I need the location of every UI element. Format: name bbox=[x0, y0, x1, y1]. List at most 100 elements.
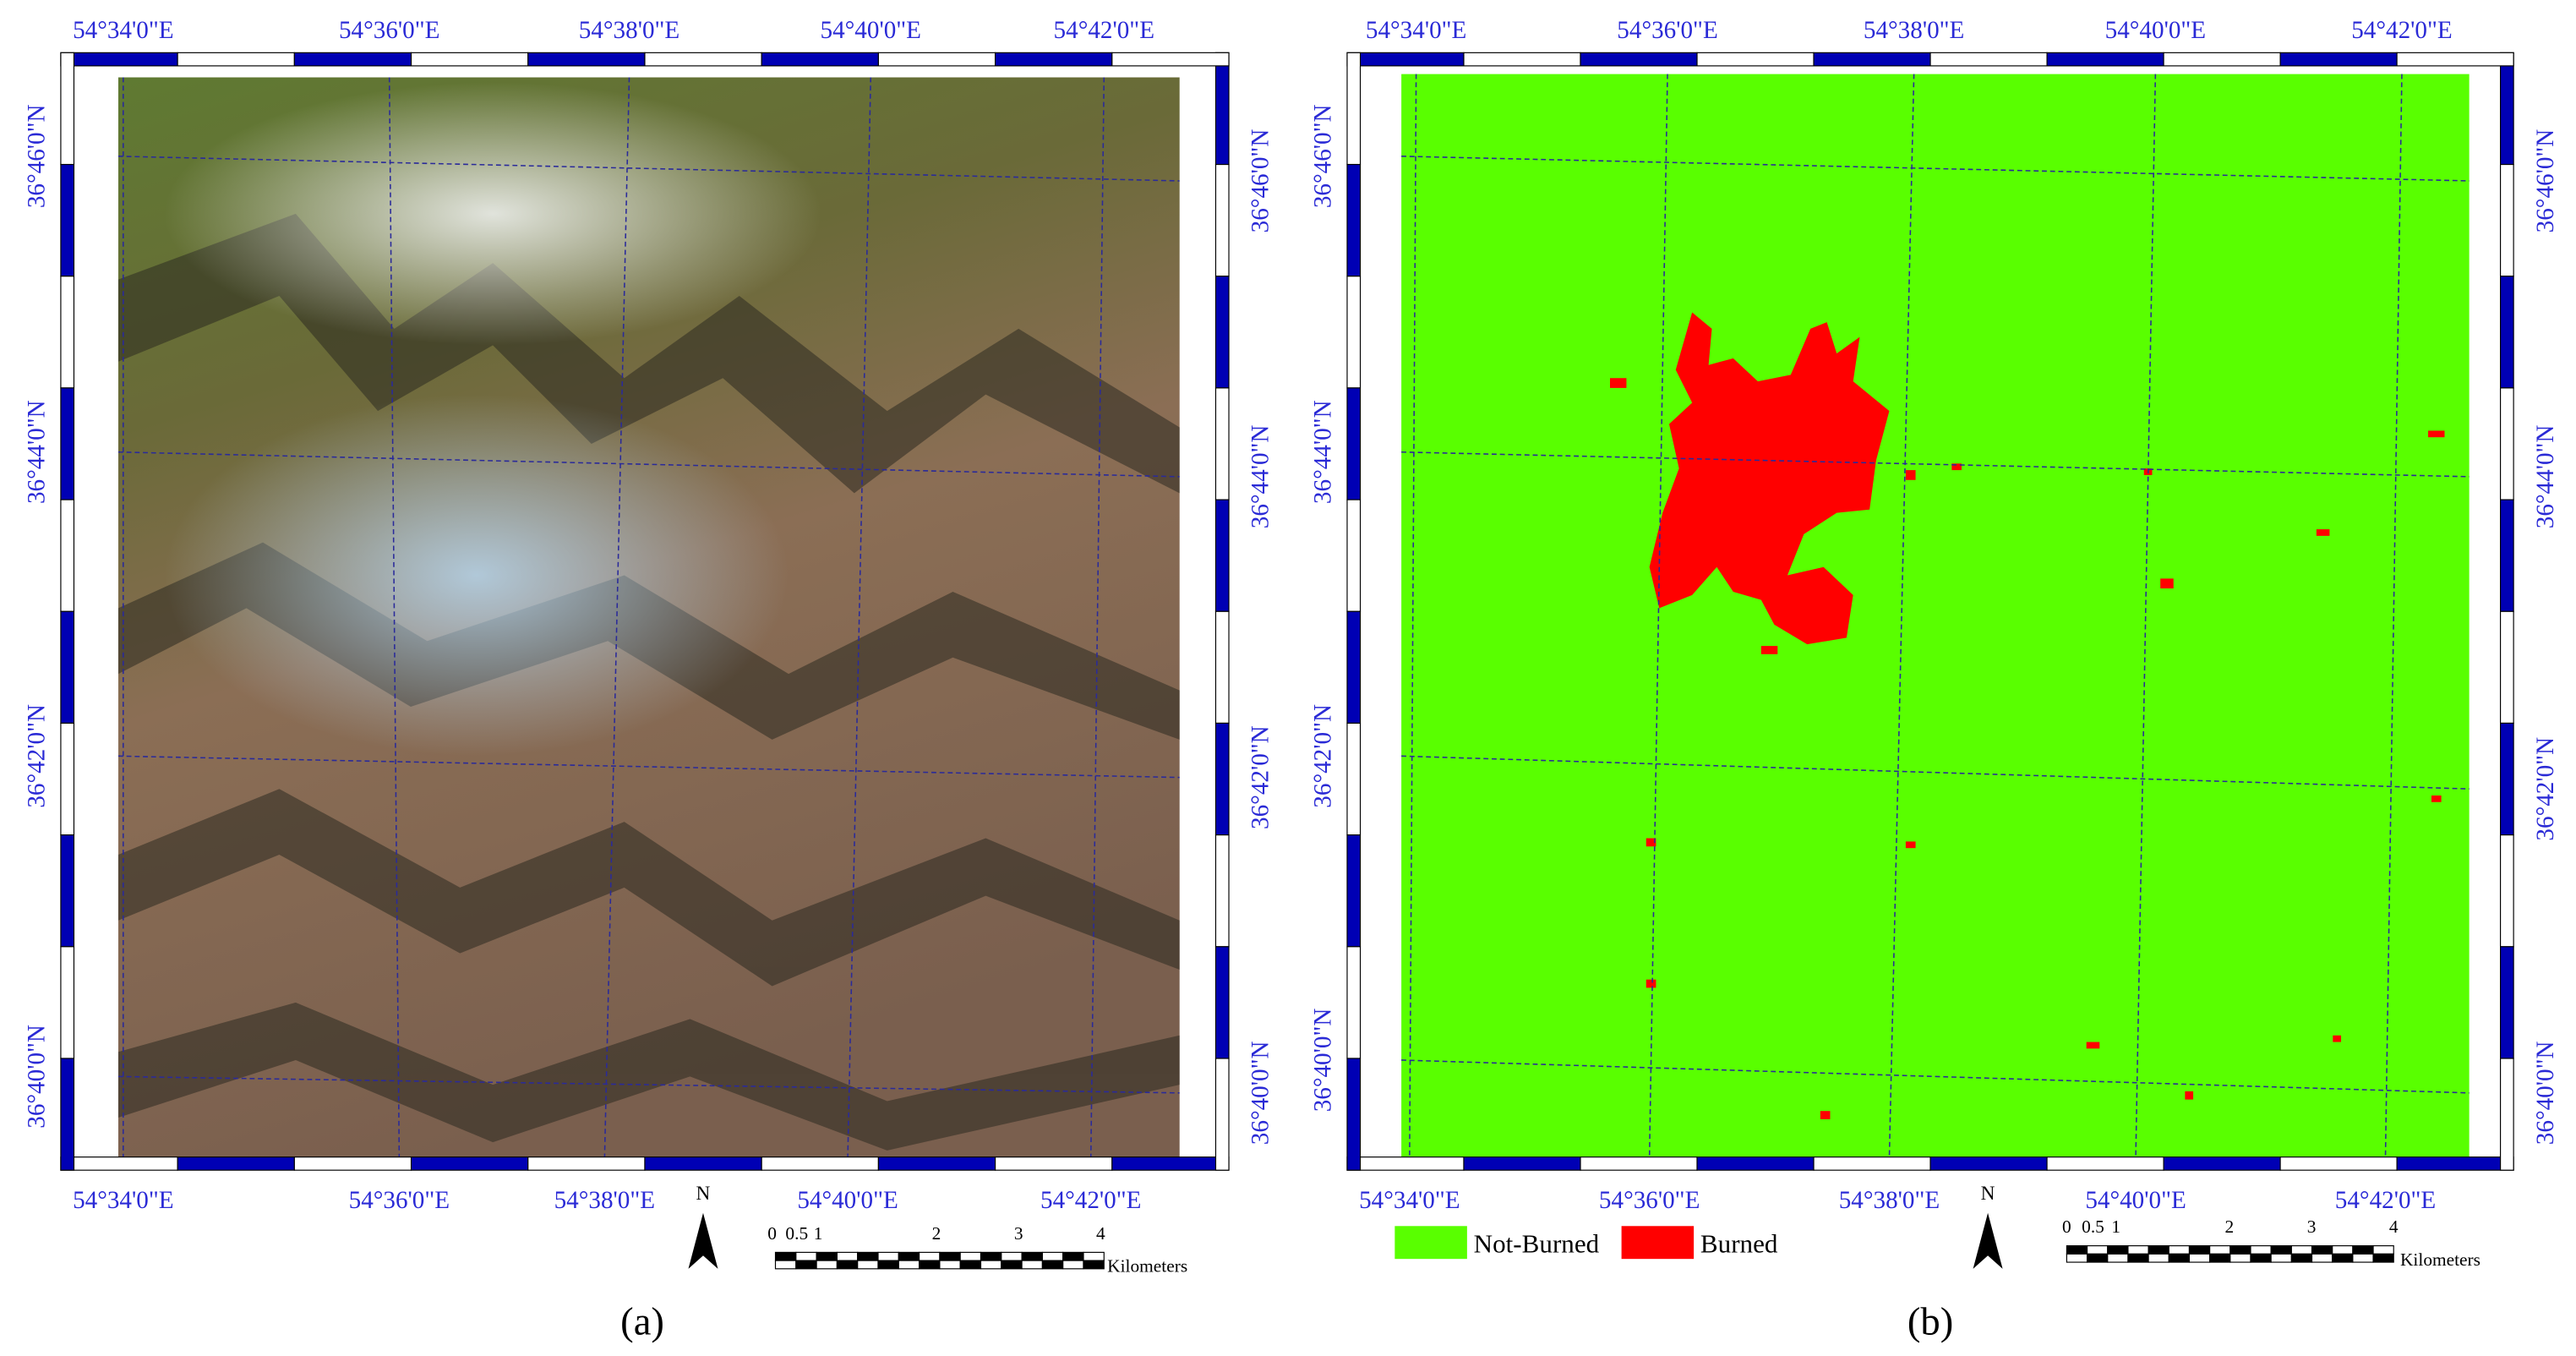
scale-bar-segment bbox=[2148, 1245, 2169, 1255]
scale-label: 0 bbox=[767, 1223, 777, 1244]
north-label: N bbox=[1981, 1183, 1995, 1205]
neatline-segment bbox=[1813, 1156, 1931, 1171]
latitude-label: 36°44'0"N bbox=[2532, 425, 2559, 529]
parallel bbox=[1401, 755, 2470, 790]
neatline-segment bbox=[60, 499, 75, 612]
parallel bbox=[1401, 1059, 2470, 1094]
scale-bar-segment bbox=[919, 1260, 941, 1270]
scale-label: 2 bbox=[932, 1223, 941, 1244]
scale-bar-segment bbox=[1001, 1251, 1023, 1261]
panel-caption: (a) bbox=[620, 1300, 664, 1344]
scale-bar-segment bbox=[959, 1251, 982, 1261]
neatline-segment bbox=[1580, 1156, 1698, 1171]
meridian bbox=[1409, 74, 1417, 1159]
scale-bar-segment bbox=[1083, 1260, 1105, 1270]
neatline-segment bbox=[2499, 834, 2514, 948]
scale-bar-segment bbox=[2372, 1245, 2394, 1255]
neatline-segment bbox=[1214, 722, 1230, 836]
neatline-segment bbox=[1346, 1058, 1362, 1171]
neatline-segment bbox=[877, 1156, 996, 1171]
longitude-label: 54°34'0"E bbox=[73, 1187, 173, 1214]
neatline-segment bbox=[2499, 946, 2514, 1059]
neatline-segment bbox=[644, 1156, 762, 1171]
neatline-segment bbox=[877, 52, 996, 67]
neatline-segment bbox=[1214, 1058, 1230, 1171]
scale-bar-segment bbox=[2127, 1245, 2149, 1255]
latitude-label: 36°46'0"N bbox=[23, 104, 50, 208]
neatline-segment bbox=[177, 1156, 295, 1171]
neatline-segment bbox=[1346, 722, 1362, 836]
neatline-segment bbox=[60, 276, 75, 389]
latitude-label: 36°42'0"N bbox=[23, 704, 50, 808]
scale-bar-segment bbox=[857, 1260, 879, 1270]
legend-label: Not-Burned bbox=[1474, 1228, 1600, 1258]
neatline-segment bbox=[2163, 1156, 2281, 1171]
longitude-label: 54°38'0"E bbox=[1839, 1187, 1940, 1214]
latitude-label: 36°40'0"N bbox=[1247, 1041, 1274, 1145]
neatline-segment bbox=[2499, 499, 2514, 612]
neatline-segment bbox=[1463, 52, 1581, 67]
scale-label: 2 bbox=[2224, 1217, 2234, 1237]
neatline-segment bbox=[1346, 610, 1362, 724]
scale-bar-segment bbox=[2107, 1253, 2129, 1263]
scale-label: 0.5 bbox=[785, 1223, 808, 1244]
neatline-segment bbox=[1214, 276, 1230, 389]
scale-bar-segment bbox=[2086, 1245, 2109, 1255]
neatline-segment bbox=[1929, 1156, 2048, 1171]
scale-bar-segment bbox=[2352, 1245, 2374, 1255]
scale-bar-segment bbox=[816, 1260, 838, 1270]
latitude-label: 36°44'0"N bbox=[1310, 400, 1337, 504]
scale-label: 1 bbox=[814, 1223, 823, 1244]
longitude-label: 54°40'0"E bbox=[2085, 1187, 2186, 1214]
longitude-label: 54°40'0"E bbox=[2105, 17, 2206, 44]
scale-bar-segment bbox=[2332, 1253, 2354, 1263]
neatline-segment bbox=[1346, 834, 1362, 948]
burned-specks bbox=[1610, 378, 2445, 1119]
longitude-label: 54°34'0"E bbox=[73, 17, 173, 44]
neatline-segment bbox=[1346, 276, 1362, 389]
scale-bar-segment bbox=[2168, 1253, 2191, 1263]
neatline-segment bbox=[1696, 1156, 1815, 1171]
scale-bar-segment bbox=[2229, 1253, 2251, 1263]
scale-label: 0.5 bbox=[2082, 1217, 2104, 1237]
scale-bar-segment bbox=[774, 1251, 797, 1261]
neatline-segment bbox=[995, 1156, 1113, 1171]
scale-bar-segment bbox=[1083, 1251, 1105, 1261]
map-frame: 54°34'0"E 54°36'0"E 54°38'0"E 54°40'0"E 54°4… bbox=[23, 17, 1274, 1214]
meridian bbox=[1888, 74, 1915, 1159]
longitude-label: 54°34'0"E bbox=[1359, 1187, 1460, 1214]
neatline-segment bbox=[1813, 52, 1931, 67]
scale-bar-segment bbox=[1021, 1251, 1043, 1261]
legend-label: Burned bbox=[1700, 1228, 1778, 1258]
north-arrow bbox=[1973, 1212, 2003, 1269]
neatline-segment bbox=[293, 1156, 412, 1171]
neatline-segment bbox=[60, 1058, 75, 1171]
scale-bar-segment bbox=[980, 1251, 1002, 1261]
neatline-segment bbox=[1214, 387, 1230, 500]
scale-bar-segment bbox=[2332, 1245, 2354, 1255]
scale-bar-segment bbox=[1062, 1260, 1084, 1270]
neatline-segment bbox=[1214, 834, 1230, 948]
latitude-label: 36°40'0"N bbox=[2532, 1041, 2559, 1145]
neatline-segment bbox=[1346, 1156, 1465, 1171]
neatline-segment bbox=[60, 163, 75, 277]
longitude-label: 54°40'0"E bbox=[797, 1187, 898, 1214]
legend-swatch bbox=[1394, 1226, 1467, 1260]
parallel bbox=[117, 755, 1180, 779]
neatline-segment bbox=[60, 722, 75, 836]
neatline-segment bbox=[527, 52, 646, 67]
scale-bar-segment bbox=[980, 1260, 1002, 1270]
neatline-segment bbox=[410, 52, 529, 67]
scale-bar-segment bbox=[2107, 1245, 2129, 1255]
scale-bar-segment bbox=[795, 1251, 817, 1261]
longitude-label: 54°36'0"E bbox=[1599, 1187, 1700, 1214]
neatline-segment bbox=[527, 1156, 646, 1171]
latitude-label: 36°44'0"N bbox=[1247, 425, 1274, 529]
neatline-segment bbox=[1696, 52, 1815, 67]
scale-bar-segment bbox=[2066, 1253, 2088, 1263]
scale-label: 0 bbox=[2062, 1217, 2071, 1237]
neatline-segment bbox=[1214, 610, 1230, 724]
neatline-segment bbox=[761, 52, 879, 67]
neatline-segment bbox=[1214, 163, 1230, 277]
scale-bar-segment bbox=[1041, 1260, 1064, 1270]
